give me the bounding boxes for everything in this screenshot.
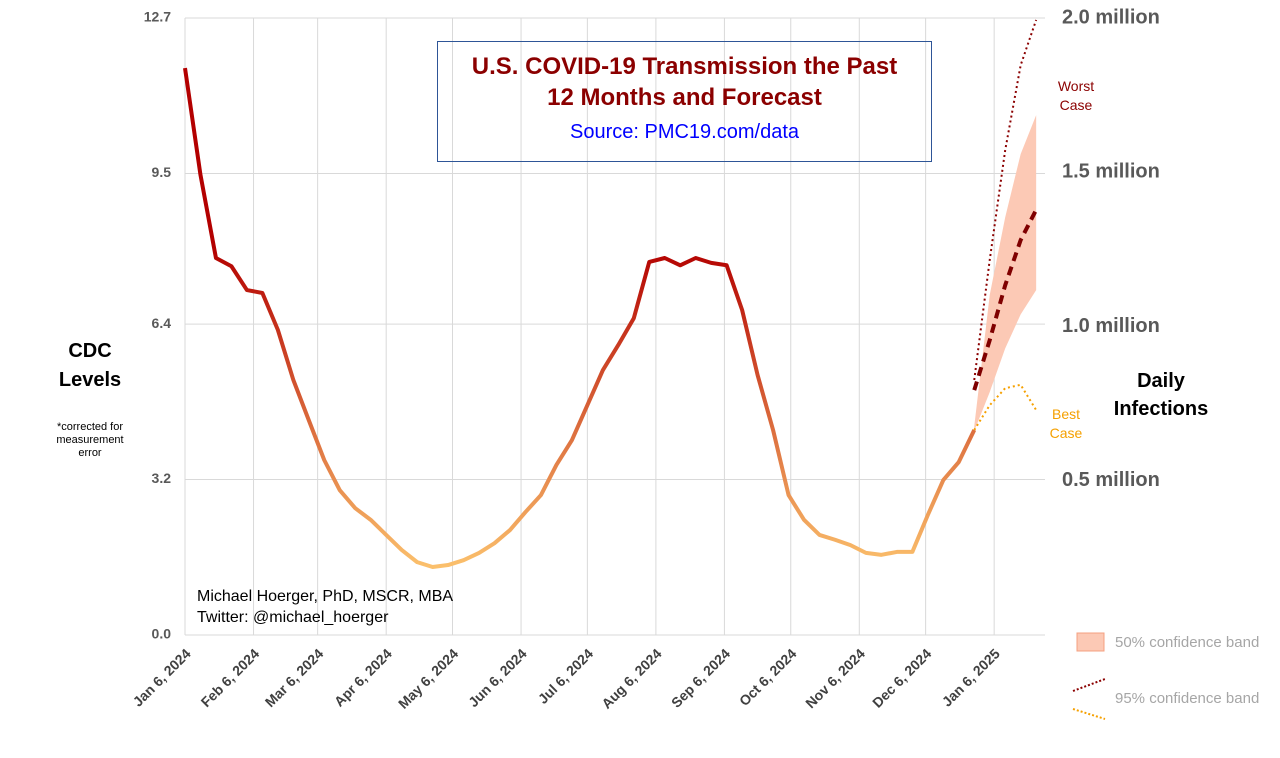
y-tick-label: 12.7: [144, 9, 171, 25]
x-tick-label: Nov 6, 2024: [802, 645, 868, 711]
x-tick-label: Dec 6, 2024: [869, 645, 934, 710]
series-line: [183, 67, 977, 569]
chart-subtitle: Source: PMC19.com/data: [570, 121, 799, 143]
series-line: [973, 19, 1038, 381]
legend-label: 50% confidence band: [1115, 634, 1259, 651]
y-axis-note: *corrected for measurement error: [56, 421, 124, 459]
y-tick-label: 3.2: [152, 470, 172, 486]
title-box: U.S. COVID-19 Transmission the Past 12 M…: [437, 41, 932, 162]
y2-tick-label: 2.0 million: [1062, 6, 1160, 28]
series-line: [972, 208, 1038, 391]
chart-title: U.S. COVID-19 Transmission the Past 12 M…: [471, 53, 898, 111]
y2-tick-label: 1.0 million: [1062, 315, 1160, 337]
credit-line: Twitter: @michael_hoerger: [197, 609, 389, 626]
x-tick-label: Apr 6, 2024: [331, 645, 395, 709]
best-case-label: Best Case: [1049, 406, 1083, 441]
legend-swatch: [1072, 708, 1106, 720]
worst-case-label: Worst Case: [1057, 78, 1095, 113]
legend-label: 95% confidence band: [1115, 690, 1259, 707]
x-tick-label: Feb 6, 2024: [198, 645, 263, 710]
x-tick-label: Mar 6, 2024: [262, 645, 327, 710]
y2-tick-label: 1.5 million: [1062, 161, 1160, 183]
x-tick-label: Jan 6, 2024: [130, 645, 194, 709]
y2-axis-label: Daily Infections: [1113, 370, 1209, 420]
y-tick-label: 0.0: [152, 626, 172, 642]
confidence-band: [974, 115, 1037, 431]
y-tick-label: 9.5: [152, 164, 172, 180]
x-tick-label: Jun 6, 2024: [465, 645, 530, 710]
legend-swatch: [1072, 678, 1106, 692]
y2-tick-label: 0.5 million: [1062, 469, 1160, 491]
x-tick-label: Jan 6, 2025: [939, 645, 1003, 709]
x-tick-label: Jul 6, 2024: [535, 645, 597, 707]
y-tick-label: 6.4: [152, 315, 172, 331]
y-axis-label: CDC Levels: [58, 340, 122, 391]
x-tick-label: Aug 6, 2024: [598, 645, 664, 711]
x-tick-label: Sep 6, 2024: [668, 645, 733, 710]
legend-swatch: [1076, 632, 1105, 652]
credit: Michael Hoerger, PhD, MSCR, MBA Twitter:…: [197, 586, 453, 628]
x-tick-label: May 6, 2024: [395, 645, 462, 712]
credit-line: Michael Hoerger, PhD, MSCR, MBA: [197, 588, 454, 605]
x-tick-label: Oct 6, 2024: [736, 645, 800, 709]
